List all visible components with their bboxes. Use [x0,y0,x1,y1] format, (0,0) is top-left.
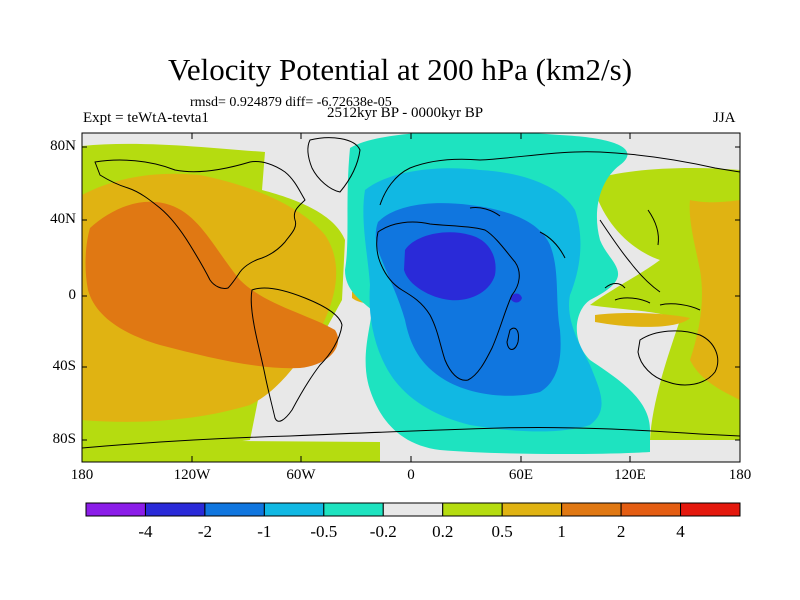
colorbar [85,502,741,517]
coast-australia [637,330,719,386]
experiment-label: Expt = teWtA-tevta1 [83,110,209,126]
colorbar-box [501,502,563,517]
colorbar-box [382,502,444,517]
colorbar-label: -4 [138,522,153,541]
colorbar-label: 0.5 [491,522,513,541]
lon-tick-60e: 60E [508,467,534,483]
colorbar-label: 0.2 [432,522,454,541]
field-pos-mid-pacific-strip [595,313,690,327]
coast-japan [647,209,659,246]
lon-tick-180w: 180 [70,467,94,483]
tick-marks [81,133,741,462]
colorbar-label: 2 [616,522,626,541]
colorbar-box [680,502,741,517]
colorbar-label: -0.5 [310,522,338,541]
colorbar-box [561,502,622,517]
colorbar-box [620,502,682,517]
coast-north-america [94,159,306,289]
colorbar-box [144,502,206,517]
lon-tick-0: 0 [407,467,415,483]
lon-tick-180e: 180 [728,467,752,483]
coast-africa [376,221,520,381]
lat-tick-40n: 40N [50,211,76,227]
coast-south-america [250,287,343,422]
lon-tick-120e: 120E [614,467,646,483]
period-label: 2512kyr BP - 0000kyr BP [326,105,484,121]
coast-eurasia [379,151,740,293]
field-pos-mid-east [689,200,740,400]
colorbar-box [204,502,265,517]
coast-antarctica [82,426,740,449]
colorbar-label: 1 [557,522,566,541]
lat-tick-0: 0 [68,287,77,303]
shaded-field [82,133,740,462]
field-pos-high-west [85,201,339,369]
coast-madagascar [506,327,519,350]
field-neg-max-small [510,293,522,303]
lon-tick-120w: 120W [173,467,211,483]
field-pos-low-south [82,440,380,462]
colorbar-box [85,502,146,517]
field-neg-max [404,232,496,301]
colorbar-label: -1 [257,522,272,541]
map-title: Velocity Potential at 200 hPa (km2/s) [167,52,633,87]
lat-tick-80s: 80S [52,431,76,447]
stats-label: rmsd= 0.924879 diff= -6.72638e-05 [190,95,392,110]
colorbar-box [442,502,503,517]
lon-tick-60w: 60W [286,467,316,483]
colorbar-box [263,502,325,517]
colorbar-label: 4 [676,522,685,541]
lat-tick-80n: 80N [50,138,76,154]
colorbar-label: -2 [197,522,212,541]
coast-greenland [307,137,361,193]
colorbar-label: -0.2 [369,522,397,541]
coastlines [82,137,740,449]
lat-tick-40s: 40S [52,358,76,374]
season-label: JJA [713,110,736,126]
colorbar-box [323,502,384,517]
coast-indonesia [604,283,701,311]
